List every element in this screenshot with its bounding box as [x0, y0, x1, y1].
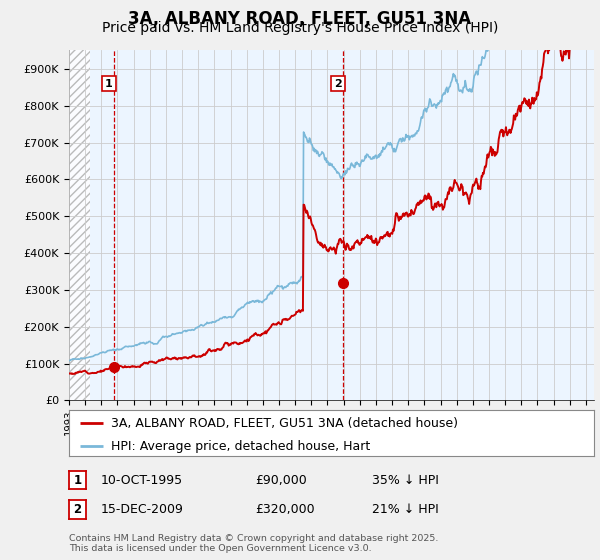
Text: 2: 2 — [334, 78, 342, 88]
Text: £90,000: £90,000 — [255, 474, 307, 487]
Text: 1: 1 — [73, 474, 82, 487]
Text: 35% ↓ HPI: 35% ↓ HPI — [372, 474, 439, 487]
Text: Price paid vs. HM Land Registry's House Price Index (HPI): Price paid vs. HM Land Registry's House … — [102, 21, 498, 35]
Text: 1: 1 — [105, 78, 113, 88]
Text: 10-OCT-1995: 10-OCT-1995 — [101, 474, 183, 487]
Bar — [69, 50, 90, 400]
Text: 2: 2 — [73, 503, 82, 516]
Text: HPI: Average price, detached house, Hart: HPI: Average price, detached house, Hart — [111, 440, 370, 453]
Text: 3A, ALBANY ROAD, FLEET, GU51 3NA (detached house): 3A, ALBANY ROAD, FLEET, GU51 3NA (detach… — [111, 417, 458, 430]
Text: 3A, ALBANY ROAD, FLEET, GU51 3NA: 3A, ALBANY ROAD, FLEET, GU51 3NA — [128, 10, 472, 28]
Text: Contains HM Land Registry data © Crown copyright and database right 2025.
This d: Contains HM Land Registry data © Crown c… — [69, 534, 439, 553]
Text: 15-DEC-2009: 15-DEC-2009 — [101, 503, 184, 516]
Text: £320,000: £320,000 — [255, 503, 314, 516]
Text: 21% ↓ HPI: 21% ↓ HPI — [372, 503, 439, 516]
